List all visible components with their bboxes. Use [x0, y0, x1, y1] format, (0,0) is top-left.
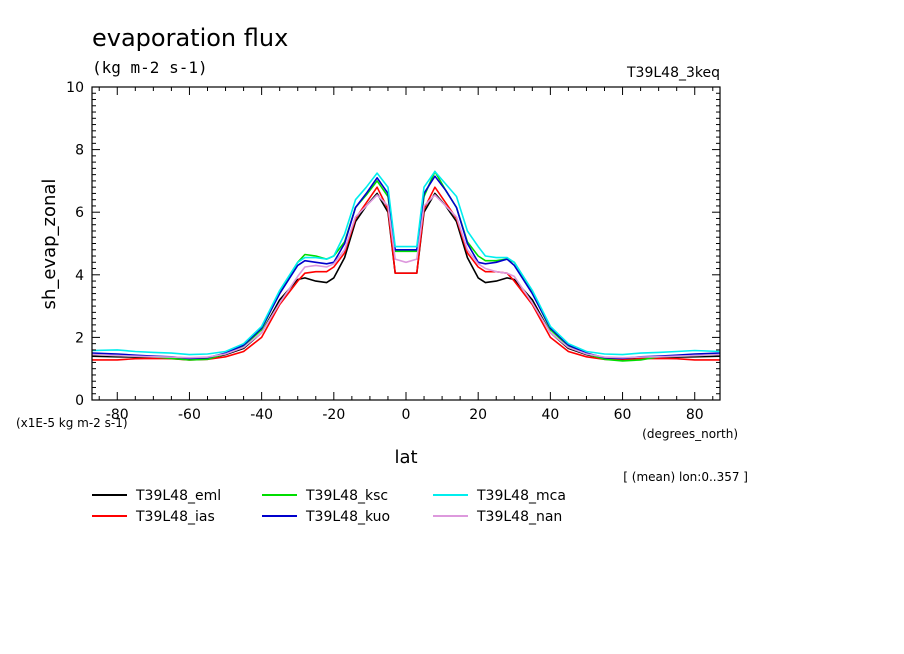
- x-tick-label: 0: [402, 407, 411, 423]
- y-tick-label: 6: [75, 205, 84, 221]
- chart-units: (kg m-2 s-1): [92, 58, 208, 77]
- legend-item-t39l48-ksc: T39L48_ksc: [262, 488, 388, 504]
- x-axis-label: lat: [394, 447, 417, 468]
- x-tick-label: -20: [322, 407, 345, 423]
- legend-label: T39L48_nan: [476, 509, 562, 525]
- legend-item-t39l48-mca: T39L48_mca: [433, 488, 566, 504]
- x-tick-label: -40: [250, 407, 273, 423]
- legend-item-t39l48-eml: T39L48_eml: [92, 488, 221, 504]
- axis-ticks: [92, 87, 720, 400]
- legend-item-t39l48-nan: T39L48_nan: [433, 509, 562, 525]
- y-tick-label: 0: [75, 393, 84, 409]
- legend-label: T39L48_kuo: [305, 509, 390, 525]
- y-tick-label: 10: [66, 80, 84, 96]
- series-line-t39l48-mca: [91, 170, 721, 356]
- legend-item-t39l48-kuo: T39L48_kuo: [262, 509, 390, 525]
- x-tick-label: -80: [106, 407, 129, 423]
- x-axis-units: (degrees_north): [642, 427, 738, 441]
- legend: T39L48_eml T39L48_ias T39L48_ksc T39L48_kuo…: [92, 488, 566, 525]
- series-line-t39l48-nan: [91, 194, 721, 359]
- series-line-t39l48-kuo: [91, 175, 721, 360]
- legend-label: T39L48_mca: [476, 488, 566, 504]
- scale-note: (x1E-5 kg m-2 s-1): [16, 416, 128, 430]
- x-tick-label: -60: [178, 407, 201, 423]
- chart-title: evaporation flux: [92, 24, 288, 52]
- plot-lines: [91, 170, 721, 362]
- x-tick-label: 40: [541, 407, 559, 423]
- run-label: T39L48_3keq: [626, 65, 720, 81]
- series-line-t39l48-ias: [92, 186, 720, 361]
- legend-item-t39l48-ias: T39L48_ias: [92, 509, 215, 525]
- y-tick-label: 8: [75, 143, 84, 159]
- averaging-note: [ (mean) lon:0..357 ]: [623, 470, 748, 484]
- legend-label: T39L48_ksc: [305, 488, 388, 504]
- y-tick-label: 4: [75, 268, 84, 284]
- y-axis-label: sh_evap_zonal: [39, 179, 60, 310]
- legend-label: T39L48_eml: [135, 488, 221, 504]
- x-tick-labels: -80 -60 -40 -20 0 20 40 60 80: [106, 407, 704, 423]
- y-tick-label: 2: [75, 330, 84, 346]
- x-tick-label: 20: [469, 407, 487, 423]
- x-tick-label: 60: [614, 407, 632, 423]
- y-tick-labels: 0 2 4 6 8 10: [66, 80, 84, 409]
- legend-label: T39L48_ias: [135, 509, 215, 525]
- x-tick-label: 80: [686, 407, 704, 423]
